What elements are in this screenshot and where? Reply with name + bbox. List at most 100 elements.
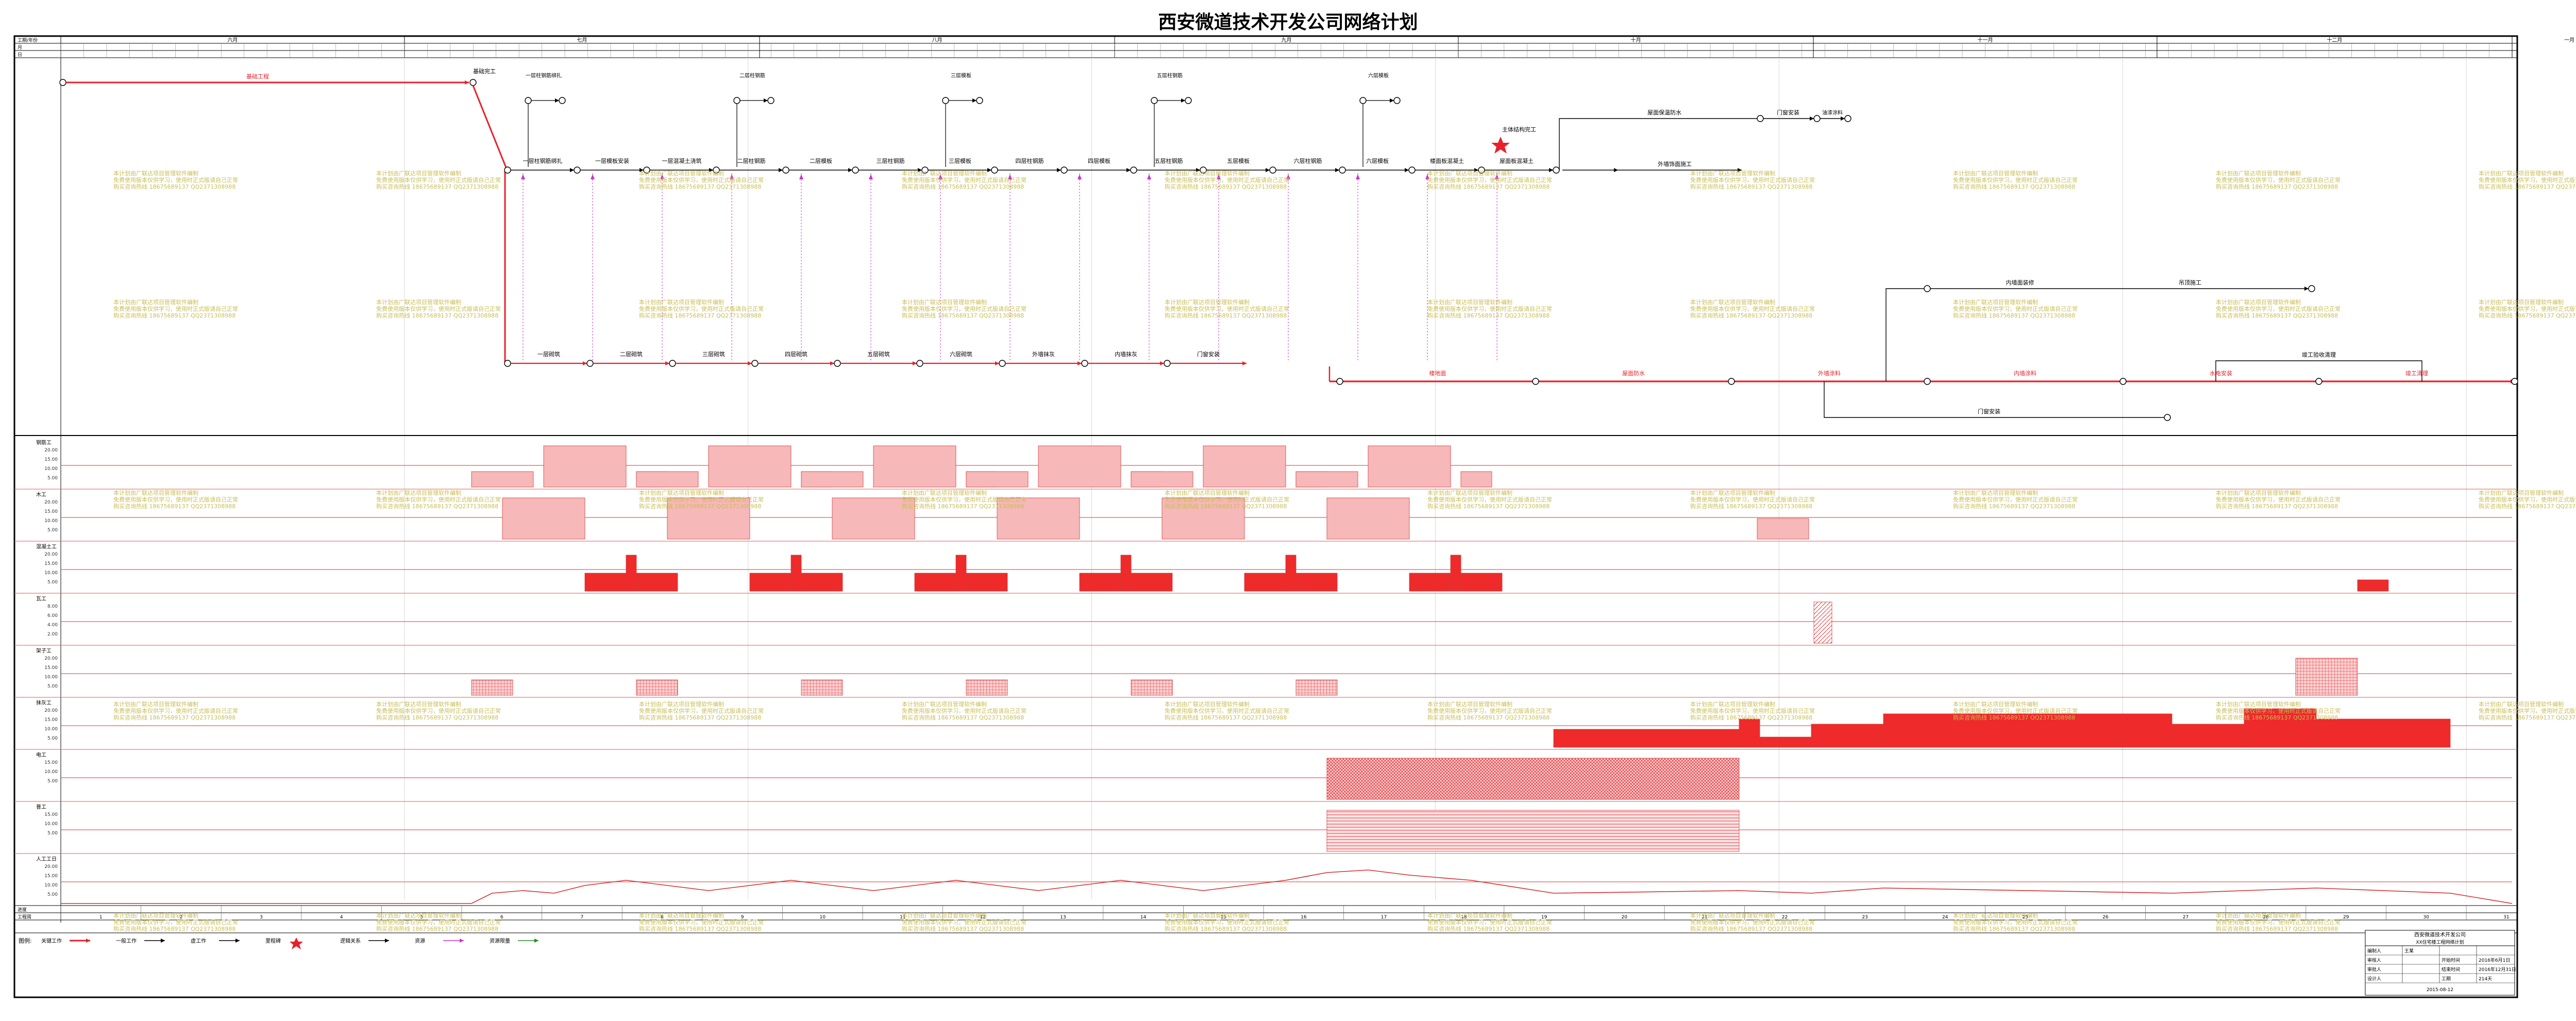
resource-bar <box>1120 555 1132 592</box>
watermark-text: 购买咨询热线 18675689137 QQ2371308988 <box>2479 714 2576 721</box>
watermark-text: 本计划由广联达项目管理软件编制 <box>113 912 198 919</box>
event-node <box>1757 115 1764 122</box>
resource-bar <box>1203 445 1286 488</box>
critical-label: 基础工程 <box>246 73 269 80</box>
event-node <box>1269 166 1276 174</box>
event-node <box>1339 166 1346 174</box>
watermark-text: 本计划由广联达项目管理软件编制 <box>113 700 198 708</box>
week-number: 9 <box>741 915 744 920</box>
watermark-text: 购买咨询热线 18675689137 QQ2371308988 <box>902 183 1024 190</box>
arrow-head <box>1390 98 1394 103</box>
resource-label: 抹灰工 <box>36 699 52 706</box>
resource-bar <box>1326 497 1410 540</box>
resource-bar <box>1460 573 1503 592</box>
resource-bar <box>2295 658 2358 696</box>
branch-label: 三层模板 <box>951 72 971 79</box>
watermark-text: 购买咨询热线 18675689137 QQ2371308988 <box>639 503 761 510</box>
watermark-text: 购买咨询热线 18675689137 QQ2371308988 <box>1953 312 2075 319</box>
resource-bar <box>801 573 843 592</box>
arrow-head <box>1126 168 1131 172</box>
task-label: 三层砌筑 <box>702 350 725 358</box>
watermark-text: 免费使用版本仅供学习，使用时正式版请自己正常 <box>902 918 1026 926</box>
event-node <box>1164 360 1171 367</box>
watermark-text: 免费使用版本仅供学习，使用时正式版请自己正常 <box>1427 176 1552 183</box>
watermark-text: 购买咨询热线 18675689137 QQ2371308988 <box>2216 925 2338 932</box>
resource-bar <box>1131 471 1193 488</box>
week-number: 11 <box>900 915 905 920</box>
watermark-text: 免费使用版本仅供学习，使用时正式版请自己正常 <box>1690 496 1815 503</box>
title-block-cell: 王某 <box>2404 948 2414 954</box>
watermark-text: 本计划由广联达项目管理软件编制 <box>1165 700 1250 708</box>
resource-bar <box>471 471 534 488</box>
arrow-head <box>913 361 917 365</box>
month-label: 十二月 <box>2327 37 2342 43</box>
resource-bar <box>2244 708 2317 748</box>
bottom-row-label: 工程周 <box>18 914 31 920</box>
event-node <box>1844 115 1851 122</box>
resource-bar <box>1326 810 1740 852</box>
watermark-text: 免费使用版本仅供学习，使用时正式版请自己正常 <box>1165 305 1289 312</box>
week-number: 25 <box>2023 915 2028 920</box>
resource-bar <box>1757 518 1809 540</box>
watermark-text: 免费使用版本仅供学习，使用时正式版请自己正常 <box>113 305 238 312</box>
arrow-head <box>1549 168 1553 172</box>
legend-item: 关键工作 <box>41 938 62 944</box>
week-number: 31 <box>2503 915 2509 920</box>
event-node <box>991 166 998 174</box>
event-node <box>1553 166 1560 174</box>
event-node <box>1060 166 1068 174</box>
watermark-text: 免费使用版本仅供学习，使用时正式版请自己正常 <box>1953 176 2078 183</box>
task-label: 二层柱钢筋 <box>737 157 766 164</box>
title-block-cell: 编制人 <box>2367 948 2381 954</box>
resource-label: 钢筋工 <box>36 439 52 446</box>
watermark-text: 免费使用版本仅供学习，使用时正式版请自己正常 <box>2216 176 2341 183</box>
task-label: 五层柱钢筋 <box>1155 157 1183 164</box>
watermark-text: 免费使用版本仅供学习，使用时正式版请自己正常 <box>1165 918 1289 926</box>
arrow-head <box>830 361 834 365</box>
resource-tick: 10.00 <box>44 727 58 732</box>
resource-tick: 20.00 <box>44 500 58 505</box>
task-label: 六层砌筑 <box>950 350 972 358</box>
watermark-text: 免费使用版本仅供学习，使用时正式版请自己正常 <box>1690 305 1815 312</box>
watermark-text: 本计划由广联达项目管理软件编制 <box>1427 298 1512 306</box>
watermark-text: 免费使用版本仅供学习，使用时正式版请自己正常 <box>2479 496 2576 503</box>
branch-label: 五层柱钢筋 <box>1157 72 1183 79</box>
task-label: 楼面板混凝土 <box>1430 157 1464 164</box>
watermark-text: 本计划由广联达项目管理软件编制 <box>1427 912 1512 919</box>
event-node <box>504 166 511 174</box>
branch-label: 内墙面装修 <box>2006 279 2034 286</box>
arrow-head <box>385 939 389 943</box>
resource-tick: 5.00 <box>47 580 58 585</box>
watermark-text: 本计划由广联达项目管理软件编制 <box>902 700 987 708</box>
critical-label: 外墙涂料 <box>1818 370 1841 377</box>
event-node <box>852 166 859 174</box>
event-node <box>976 97 983 104</box>
arrow-head <box>583 361 587 365</box>
week-number: 2 <box>180 915 183 920</box>
watermark-text: 本计划由广联达项目管理软件编制 <box>1427 700 1512 708</box>
resource-bar <box>1759 737 1812 748</box>
month-label: 六月 <box>227 37 238 43</box>
critical-link <box>472 85 507 168</box>
event-node <box>916 360 923 367</box>
resource-bar <box>636 573 678 592</box>
dummy-arrow <box>730 174 734 179</box>
resource-bar <box>471 679 513 696</box>
watermark-text: 购买咨询热线 18675689137 QQ2371308988 <box>2216 183 2338 190</box>
task-label: 四层砌筑 <box>785 350 807 358</box>
arrow-head <box>570 168 574 172</box>
watermark-text: 本计划由广联达项目管理软件编制 <box>113 170 198 177</box>
watermark-text: 购买咨询热线 18675689137 QQ2371308988 <box>113 714 235 721</box>
week-number: 14 <box>1140 915 1147 920</box>
resource-tick: 15.00 <box>44 509 58 514</box>
watermark-text: 免费使用版本仅供学习，使用时正式版请自己正常 <box>376 176 501 183</box>
event-node <box>586 360 594 367</box>
branch-line <box>1559 118 1757 170</box>
watermark-text: 购买咨询热线 18675689137 QQ2371308988 <box>2216 714 2338 721</box>
watermark-text: 本计划由广联达项目管理软件编制 <box>639 912 724 919</box>
watermark-text: 本计划由广联达项目管理软件编制 <box>2216 700 2301 708</box>
watermark-text: 购买咨询热线 18675689137 QQ2371308988 <box>1690 714 1812 721</box>
event-node <box>1336 378 1343 385</box>
watermark-text: 本计划由广联达项目管理软件编制 <box>1953 170 2038 177</box>
